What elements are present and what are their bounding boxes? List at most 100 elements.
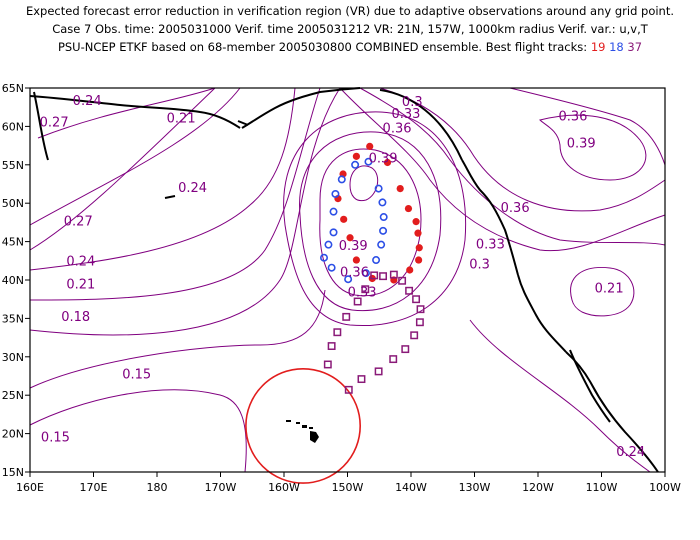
x-tick-label: 110W	[586, 481, 618, 494]
contour-label: 0.15	[122, 367, 151, 382]
blue-track-point	[364, 157, 373, 166]
blue-track-point	[344, 275, 353, 284]
contour-label: 0.15	[41, 430, 70, 445]
purple-track-point	[410, 331, 419, 340]
track-blue-number: 18	[609, 40, 624, 54]
coastline-kamchatka	[33, 91, 49, 161]
blue-track-point	[327, 263, 336, 272]
purple-track-point	[416, 305, 425, 314]
x-tick-label: 120W	[522, 481, 554, 494]
contour-label: 0.33	[476, 238, 505, 253]
blue-track-point	[361, 269, 370, 278]
contour-label: 0.27	[64, 215, 93, 230]
contour-label: 0.24	[66, 255, 95, 270]
contour-label: 0.36	[340, 265, 369, 280]
contour-label: 0.33	[391, 107, 420, 122]
coastline-us-west	[517, 274, 567, 353]
contour-label: 0.21	[595, 281, 624, 296]
y-tick-label: 20N	[2, 428, 24, 441]
x-tick-label: 170W	[205, 481, 237, 494]
contour-label: 0.3	[402, 95, 423, 110]
coastline-baja	[565, 351, 659, 473]
title-block: Expected forecast error reduction in ver…	[0, 2, 700, 56]
contour-label: 0.21	[66, 278, 95, 293]
x-tick-label: 170E	[80, 481, 108, 494]
contour-line	[339, 87, 666, 252]
purple-track-point	[415, 318, 424, 327]
y-tick-label: 30N	[2, 351, 24, 364]
contour-label: 0.39	[567, 136, 596, 151]
contour-label: 0.24	[616, 445, 645, 460]
flight-track-blue	[320, 157, 388, 284]
verification-region-circle	[245, 367, 361, 484]
contour-line	[283, 111, 467, 327]
contour-label: 0.36	[383, 122, 412, 137]
blue-track-point	[379, 213, 388, 222]
contour-line	[570, 266, 635, 317]
purple-track-point	[379, 272, 388, 281]
purple-track-point	[370, 271, 379, 280]
contour-line	[379, 87, 666, 212]
contour-line	[349, 165, 379, 202]
purple-track-point	[344, 385, 353, 394]
blue-track-point	[372, 256, 381, 265]
coastline-island	[237, 120, 249, 126]
purple-track-point	[323, 360, 332, 369]
red-track-point	[383, 158, 392, 167]
y-tick-label: 15N	[2, 466, 24, 479]
blue-track-point	[378, 198, 387, 207]
purple-track-point	[361, 285, 370, 294]
purple-track-point	[401, 345, 410, 354]
red-track-point	[412, 218, 420, 226]
island	[302, 425, 307, 428]
x-tick-label: 130W	[459, 481, 491, 494]
island	[286, 420, 291, 422]
contour-label: 0.33	[348, 285, 377, 300]
red-track-point	[415, 256, 423, 264]
contour-label: 0.39	[369, 152, 398, 167]
title-line-3: PSU-NCEP ETKF based on 68-member 2005030…	[0, 38, 700, 56]
contour-line	[29, 389, 247, 473]
red-track-point	[415, 244, 423, 252]
y-tick-label: 60N	[2, 120, 24, 133]
verification-region	[245, 367, 361, 484]
purple-track-point	[333, 328, 342, 337]
contour-label: 0.18	[61, 310, 90, 325]
contour-label: 0.39	[339, 239, 368, 254]
red-track-point	[414, 229, 422, 237]
y-tick-label: 45N	[2, 236, 24, 249]
blue-track-point	[331, 189, 340, 198]
blue-track-point	[379, 226, 388, 235]
x-tick-label: 100W	[649, 481, 681, 494]
contour-line	[29, 87, 241, 226]
blue-track-point	[329, 228, 338, 237]
contour-line	[29, 289, 326, 389]
red-track-point	[346, 234, 354, 242]
track-red-number: 19	[590, 40, 606, 54]
y-tick-label: 65N	[2, 82, 24, 95]
contour-label: 0.36	[501, 201, 530, 216]
track-purple-number: 37	[627, 40, 643, 54]
contour-line	[29, 87, 216, 251]
red-track-point	[352, 256, 360, 264]
blue-track-point	[329, 207, 338, 216]
contour-lines	[29, 87, 666, 473]
contour-label: 0.24	[73, 94, 102, 109]
red-track-point	[352, 152, 360, 160]
contour-label: 0.21	[167, 112, 196, 127]
title-line-2: Case 7 Obs. time: 2005031000 Verif. time…	[52, 22, 648, 36]
island	[310, 431, 319, 443]
blue-track-point	[351, 160, 360, 169]
red-track-point	[340, 215, 348, 223]
red-track-point	[404, 204, 413, 213]
contour-line	[299, 131, 442, 312]
contour-line	[29, 87, 296, 271]
blue-track-point	[320, 253, 329, 262]
contour-line	[539, 114, 647, 181]
contour-line	[37, 87, 216, 139]
island	[309, 427, 313, 429]
flight-track-purple	[323, 270, 425, 394]
y-tick-label: 25N	[2, 389, 24, 402]
blue-track-point	[324, 240, 333, 249]
purple-track-point	[374, 367, 383, 376]
